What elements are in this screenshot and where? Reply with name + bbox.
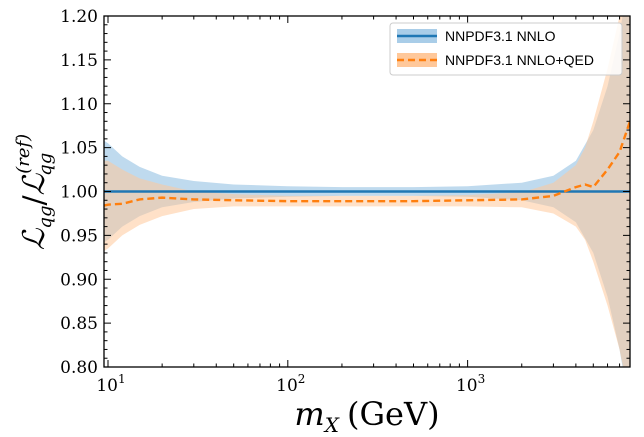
x-tick-labels: 101 102 103 [96,372,485,396]
x-axis-label: mX (GeV) [294,395,439,437]
series-lines [104,120,630,207]
y-tick-label: 0.85 [60,314,98,334]
legend-label-nnlo-qed: NNPDF3.1 NNLO+QED [445,52,594,68]
legend-box [389,22,623,76]
y-tick-label: 1.00 [60,183,98,203]
legend-entry-nnlo-qed: NNPDF3.1 NNLO+QED [397,52,594,68]
legend-swatch-nnlo-qed [397,53,437,67]
axis-ticks [104,15,631,368]
svg-text:ℒqg/ℒ(ref)qg: ℒqg/ℒ(ref)qg [13,134,56,250]
x-tick-label: 103 [456,372,485,396]
legend: NNPDF3.1 NNLO NNPDF3.1 NNLO+QED [389,22,623,76]
y-tick-label: 1.05 [60,139,98,159]
y-tick-label: 0.80 [60,358,98,378]
y-tick-labels: 0.80 0.85 0.90 0.95 1.00 1.05 1.10 1.15 1.20 [60,7,98,378]
legend-label-nnlo: NNPDF3.1 NNLO [445,28,556,44]
y-tick-label: 1.20 [60,7,98,27]
y-tick-label: 1.10 [60,95,98,115]
y-tick-label: 1.15 [60,51,98,71]
y-tick-label: 0.95 [60,226,98,246]
x-tick-label: 102 [276,372,305,396]
y-axis-label: ℒqg/ℒ(ref)qg [13,134,56,250]
legend-entry-nnlo: NNPDF3.1 NNLO [397,28,556,44]
y-tick-label: 0.90 [60,270,98,290]
series-line-nnlo-qed [104,120,630,207]
x-tick-label: 101 [96,372,125,396]
